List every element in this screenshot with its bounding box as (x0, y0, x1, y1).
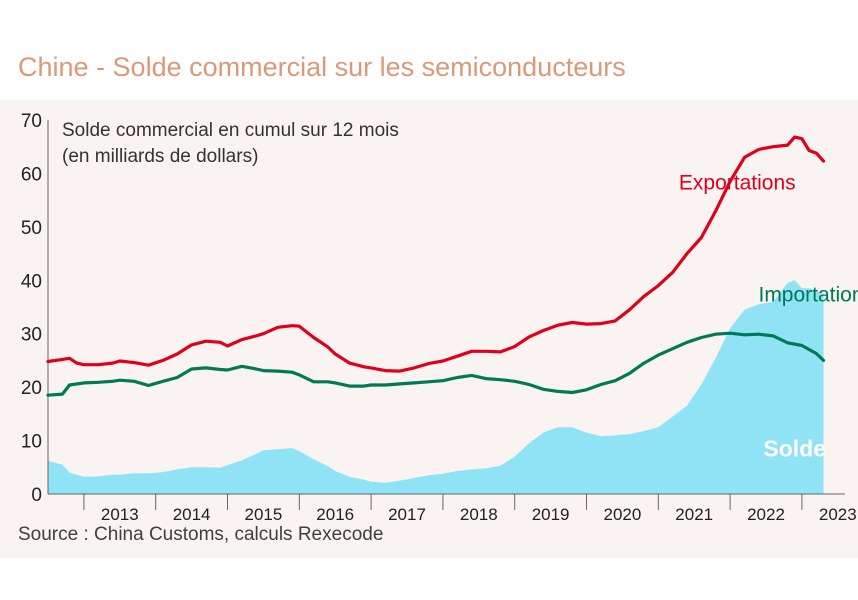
series-line-exportations (46, 135, 826, 373)
chart-subtitle-line: (en milliards de dollars) (62, 146, 258, 167)
chart-subtitle-line: Solde commercial en cumul sur 12 mois (62, 120, 399, 141)
x-tick-label: 2017 (388, 505, 426, 524)
series-area-solde (48, 280, 824, 494)
x-tick-label: 2019 (532, 505, 570, 524)
x-tick-label: 2018 (460, 505, 498, 524)
y-tick-label: 40 (21, 271, 42, 292)
x-tick-label: 2020 (604, 505, 642, 524)
y-tick-label: 20 (21, 378, 42, 399)
x-tick-label: 2023 (819, 505, 857, 524)
y-tick-label: 30 (21, 325, 42, 346)
y-tick-label: 0 (31, 485, 42, 506)
series-label-importations: Importations (758, 284, 858, 307)
x-tick-label: 2022 (747, 505, 785, 524)
x-tick-label: 2013 (101, 505, 139, 524)
series-label-solde: Solde (763, 436, 826, 462)
x-tick-label: 2016 (316, 505, 354, 524)
x-tick-label: 2021 (675, 505, 713, 524)
y-tick-label: 50 (21, 218, 42, 239)
y-tick-label: 70 (21, 111, 42, 132)
source-note: Source : China Customs, calculs Rexecode (18, 524, 384, 545)
series-label-exportations: Exportations (679, 171, 796, 194)
chart-panel: 0 10 20 30 40 50 60 70 2013 2014 2015 2016 2017 2018 2… (0, 100, 858, 558)
y-tick-label: 60 (21, 164, 42, 185)
x-tick-label: 2015 (244, 505, 282, 524)
x-tick-label: 2014 (173, 505, 211, 524)
series-line-importations (46, 331, 826, 397)
chart-title: Chine - Solde commercial sur les semicon… (18, 52, 626, 82)
chart-svg: 0 10 20 30 40 50 60 70 2013 2014 2015 2016 2017 2018 2… (21, 111, 858, 524)
y-tick-label: 10 (21, 432, 42, 453)
